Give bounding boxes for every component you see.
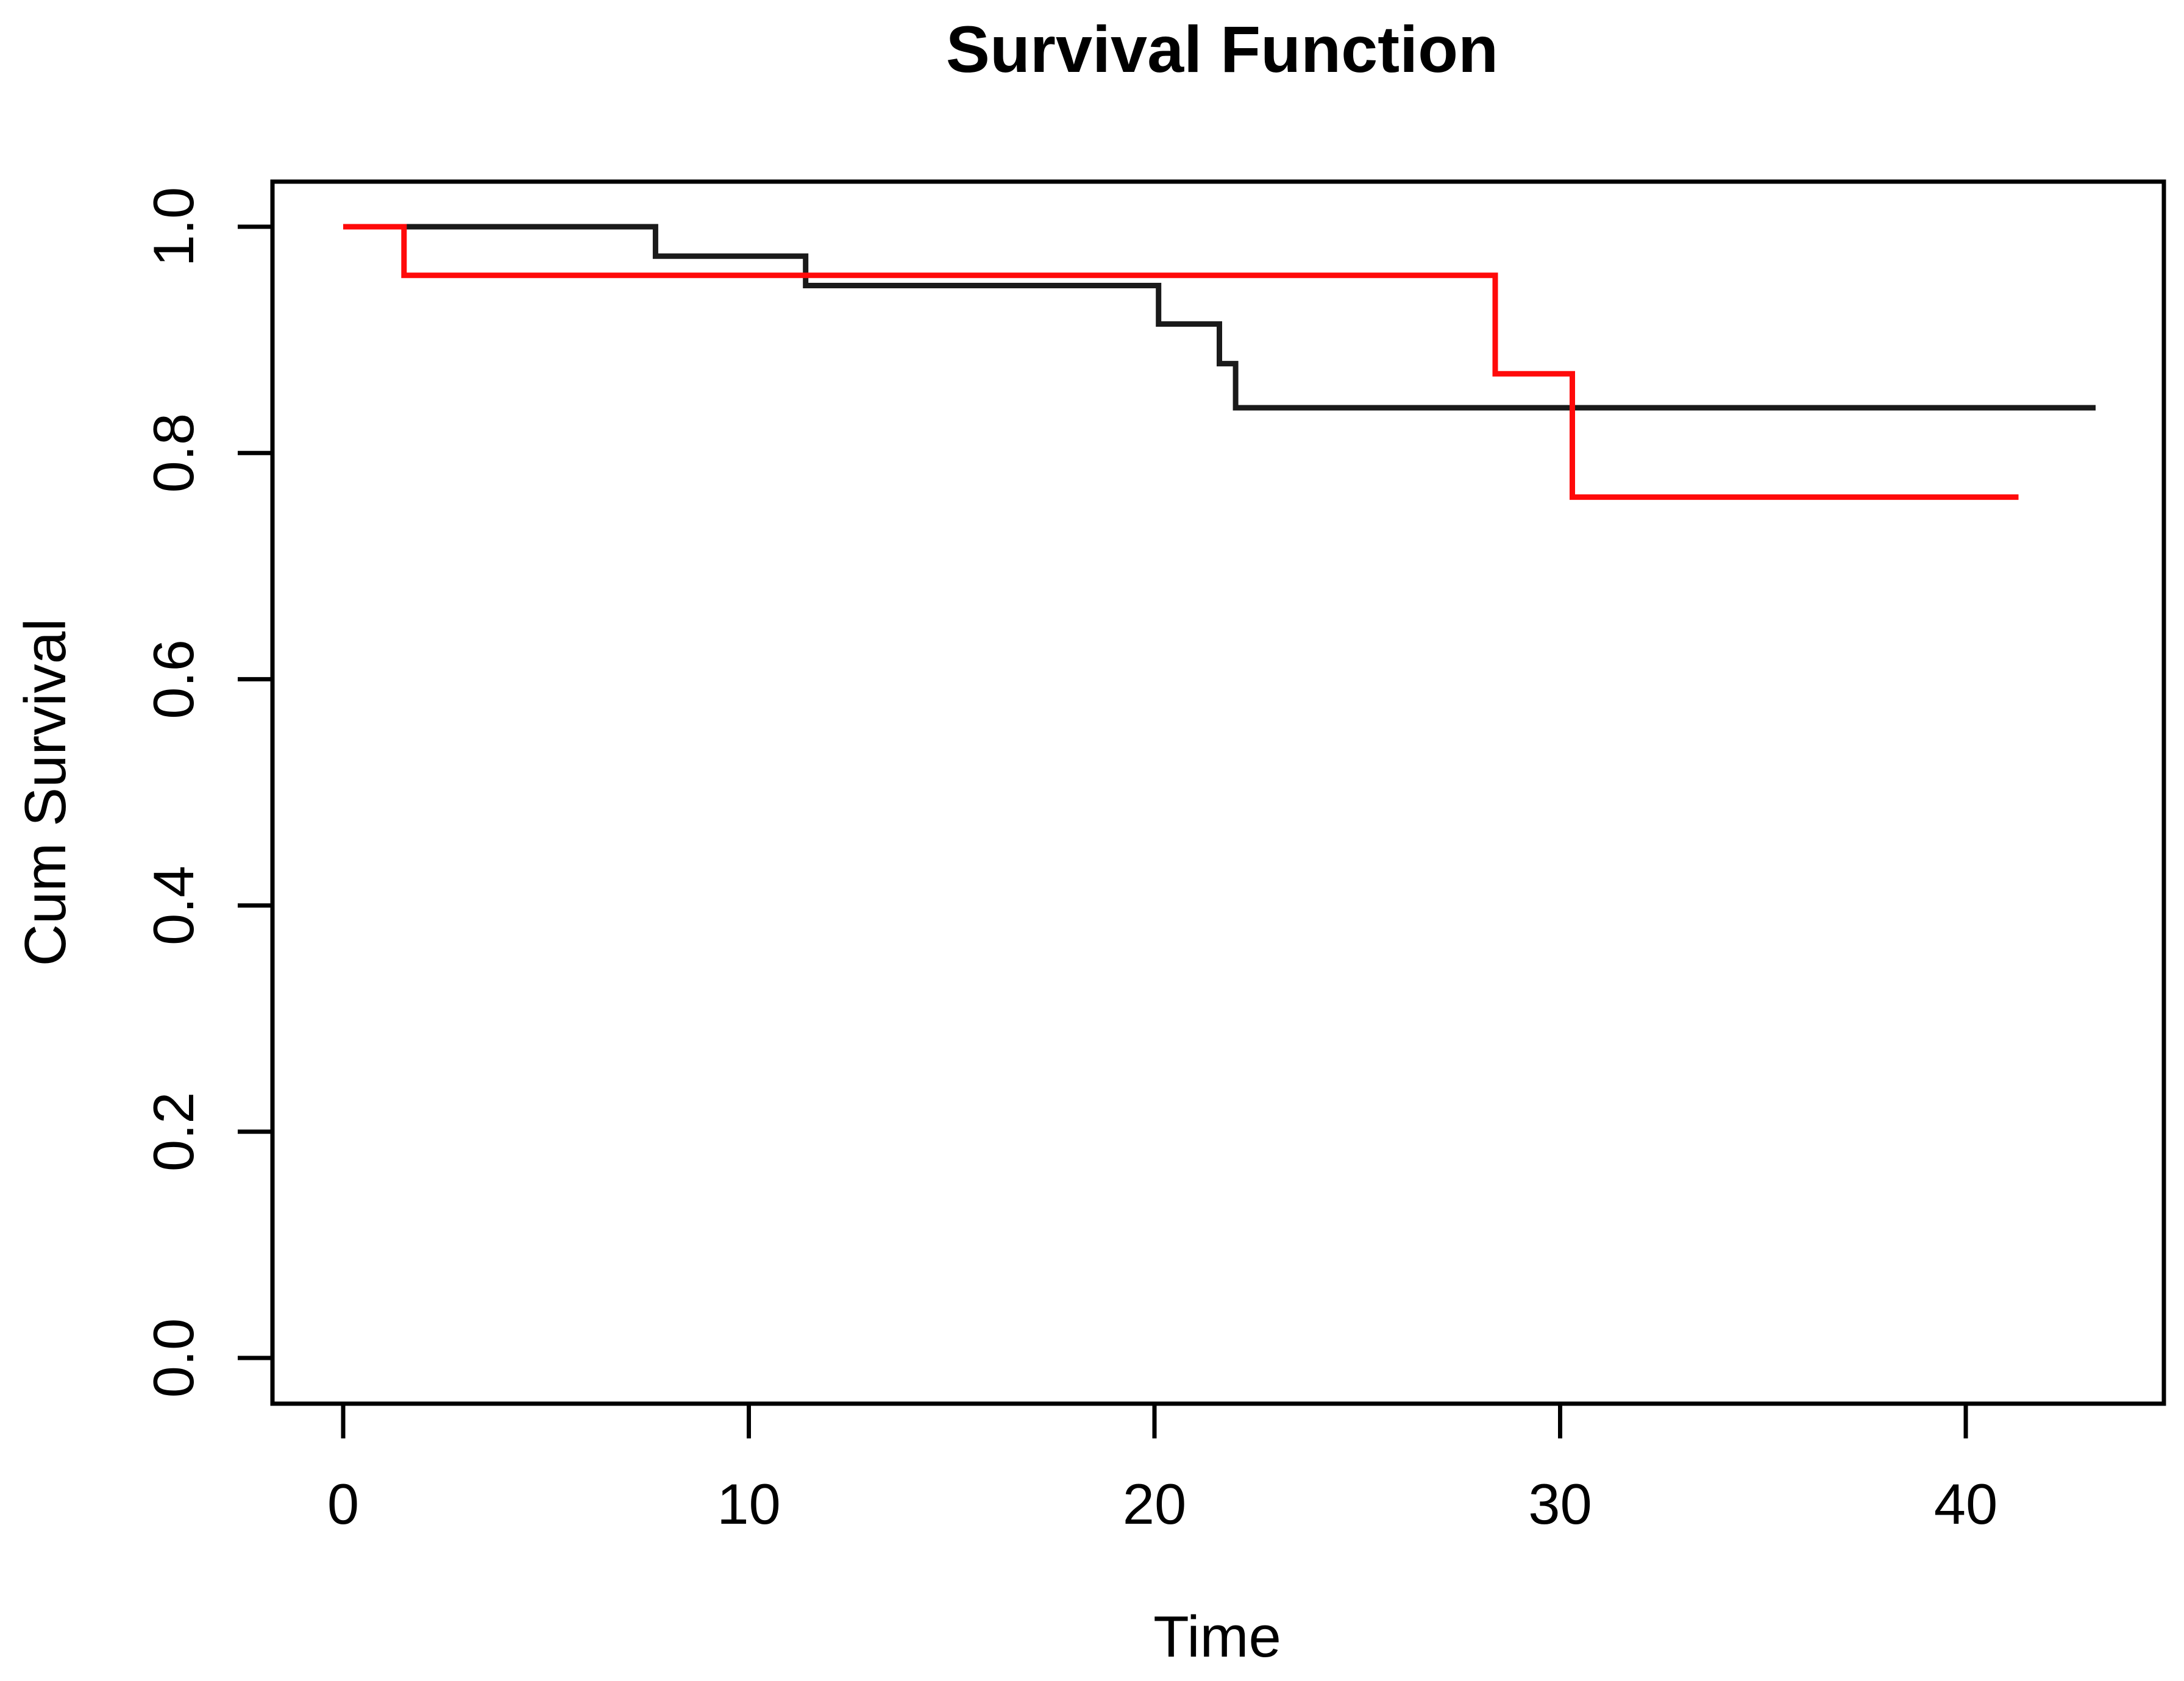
x-tick-label: 10 [717,1472,781,1536]
x-tick-label: 0 [327,1472,359,1536]
axes: 0 10 20 30 40 1.0 0.8 0.6 0.4 0.2 0.0 [141,179,2166,1536]
survival-curves [343,224,2096,500]
survival-curve-group-2-red [343,224,2019,500]
y-axis-label: Cum Survival [13,619,78,967]
x-tick-label: 30 [1528,1472,1592,1536]
y-tick-label: 0.6 [141,639,205,719]
survival-curve-group-1-black [343,224,2096,411]
x-tick-label: 20 [1123,1472,1187,1536]
y-tick-label: 0.0 [141,1318,205,1398]
chart-title: Survival Function [946,12,1498,86]
y-tick-label: 0.4 [141,865,205,945]
x-axis-label: Time [1153,1604,1281,1669]
y-tick-label: 0.2 [141,1092,205,1171]
x-tick-label: 40 [1934,1472,1998,1536]
y-tick-label: 1.0 [141,187,205,267]
plot-box [270,179,2166,1406]
y-tick-label: 0.8 [141,413,205,493]
